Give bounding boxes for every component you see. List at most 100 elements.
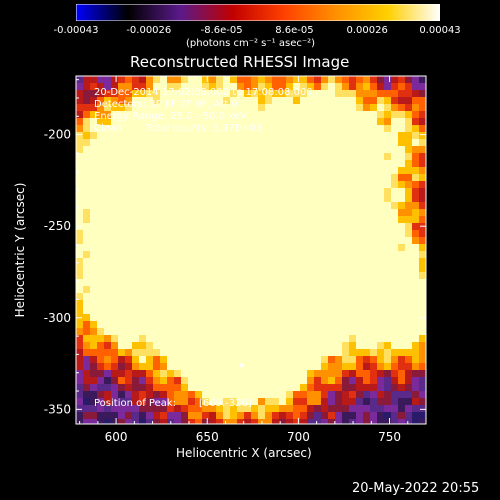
heatmap-cell	[342, 216, 349, 223]
heatmap-cell	[307, 118, 314, 125]
heatmap-cell	[76, 349, 83, 356]
heatmap-cell	[97, 83, 104, 90]
heatmap-cell	[90, 132, 97, 139]
heatmap-cell	[104, 370, 111, 377]
heatmap-cell	[300, 349, 307, 356]
heatmap-cell	[230, 97, 237, 104]
heatmap-cell	[363, 300, 370, 307]
heatmap-cell	[328, 153, 335, 160]
heatmap-cell	[209, 90, 216, 97]
heatmap-cell	[139, 237, 146, 244]
heatmap-cell	[251, 97, 258, 104]
heatmap-cell	[167, 251, 174, 258]
heatmap-cell	[321, 167, 328, 174]
heatmap-cell	[251, 384, 258, 391]
heatmap-cell	[153, 146, 160, 153]
heatmap-cell	[293, 391, 300, 398]
heatmap-cell	[370, 216, 377, 223]
heatmap-cell	[167, 181, 174, 188]
heatmap-cell	[160, 139, 167, 146]
heatmap-cell	[300, 167, 307, 174]
heatmap-cell	[195, 160, 202, 167]
heatmap-cell	[174, 202, 181, 209]
heatmap-cell	[237, 223, 244, 230]
heatmap-cell	[391, 419, 398, 424]
heatmap-cell	[251, 174, 258, 181]
heatmap-cell	[356, 153, 363, 160]
heatmap-cell	[272, 384, 279, 391]
heatmap-cell	[167, 230, 174, 237]
heatmap-cell	[258, 384, 265, 391]
heatmap-cell	[377, 209, 384, 216]
heatmap-cell	[146, 153, 153, 160]
heatmap-cell	[370, 146, 377, 153]
heatmap-cell	[237, 90, 244, 97]
heatmap-cell	[118, 125, 125, 132]
heatmap-cell	[209, 223, 216, 230]
heatmap-cell	[370, 405, 377, 412]
heatmap-cell	[181, 132, 188, 139]
heatmap-cell	[293, 258, 300, 265]
heatmap-cell	[356, 223, 363, 230]
heatmap-cell	[377, 279, 384, 286]
heatmap-cell	[244, 188, 251, 195]
heatmap-cell	[286, 279, 293, 286]
heatmap-cell	[363, 314, 370, 321]
heatmap-cell	[118, 279, 125, 286]
heatmap-cell	[265, 216, 272, 223]
heatmap-cell	[342, 139, 349, 146]
heatmap-cell	[90, 90, 97, 97]
heatmap-cell	[125, 391, 132, 398]
heatmap-cell	[384, 258, 391, 265]
heatmap-cell	[377, 125, 384, 132]
heatmap-cell	[160, 391, 167, 398]
heatmap-cell	[237, 167, 244, 174]
heatmap-cell	[181, 174, 188, 181]
heatmap-cell	[307, 97, 314, 104]
heatmap-cell	[111, 97, 118, 104]
heatmap-cell	[216, 97, 223, 104]
heatmap-cell	[293, 279, 300, 286]
heatmap-cell	[300, 90, 307, 97]
heatmap-cell	[328, 251, 335, 258]
heatmap-cell	[111, 342, 118, 349]
heatmap-cell	[356, 139, 363, 146]
heatmap-cell	[76, 188, 83, 195]
heatmap-cell	[286, 118, 293, 125]
heatmap-cell	[139, 384, 146, 391]
heatmap-cell	[223, 202, 230, 209]
heatmap-cell	[146, 398, 153, 405]
heatmap-cell	[125, 230, 132, 237]
heatmap-cell	[118, 405, 125, 412]
heatmap-cell	[384, 111, 391, 118]
heatmap-cell	[251, 76, 258, 83]
heatmap-cell	[216, 132, 223, 139]
heatmap-cell	[139, 279, 146, 286]
heatmap-cell	[111, 314, 118, 321]
heatmap-cell	[293, 237, 300, 244]
heatmap-cell	[300, 202, 307, 209]
heatmap-cell	[419, 181, 426, 188]
heatmap-cell	[153, 237, 160, 244]
heatmap-cell	[384, 97, 391, 104]
heatmap-cell	[83, 391, 90, 398]
heatmap-cell	[132, 139, 139, 146]
heatmap-cell	[328, 230, 335, 237]
heatmap-cell	[132, 125, 139, 132]
heatmap-cell	[412, 202, 419, 209]
heatmap-cell	[377, 118, 384, 125]
heatmap-cell	[244, 363, 251, 370]
heatmap-cell	[412, 188, 419, 195]
heatmap-cell	[237, 419, 244, 424]
heatmap-cell	[377, 251, 384, 258]
heatmap-cell	[398, 111, 405, 118]
heatmap-cell	[398, 321, 405, 328]
heatmap-cell	[356, 265, 363, 272]
heatmap-cell	[349, 216, 356, 223]
heatmap-cell	[279, 272, 286, 279]
heatmap-cell	[328, 83, 335, 90]
heatmap-cell	[258, 216, 265, 223]
heatmap-cell	[265, 405, 272, 412]
heatmap-cell	[97, 307, 104, 314]
heatmap-cell	[83, 237, 90, 244]
